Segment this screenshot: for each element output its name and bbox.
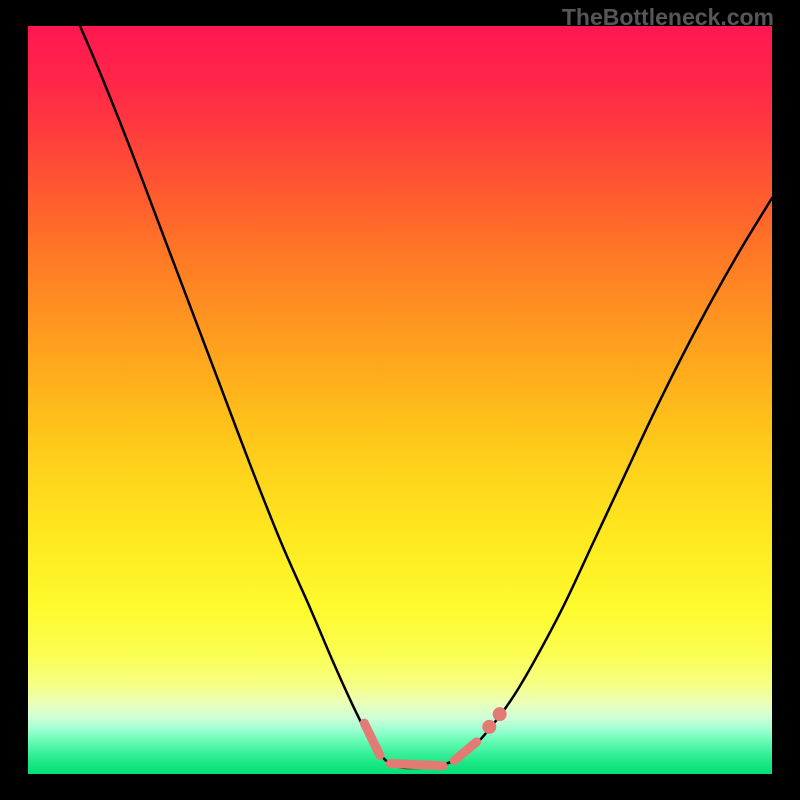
plot-area (28, 26, 772, 774)
watermark-text: TheBottleneck.com (562, 4, 774, 31)
bottleneck-chart: TheBottleneck.com (0, 0, 800, 800)
gradient-background (28, 26, 772, 774)
